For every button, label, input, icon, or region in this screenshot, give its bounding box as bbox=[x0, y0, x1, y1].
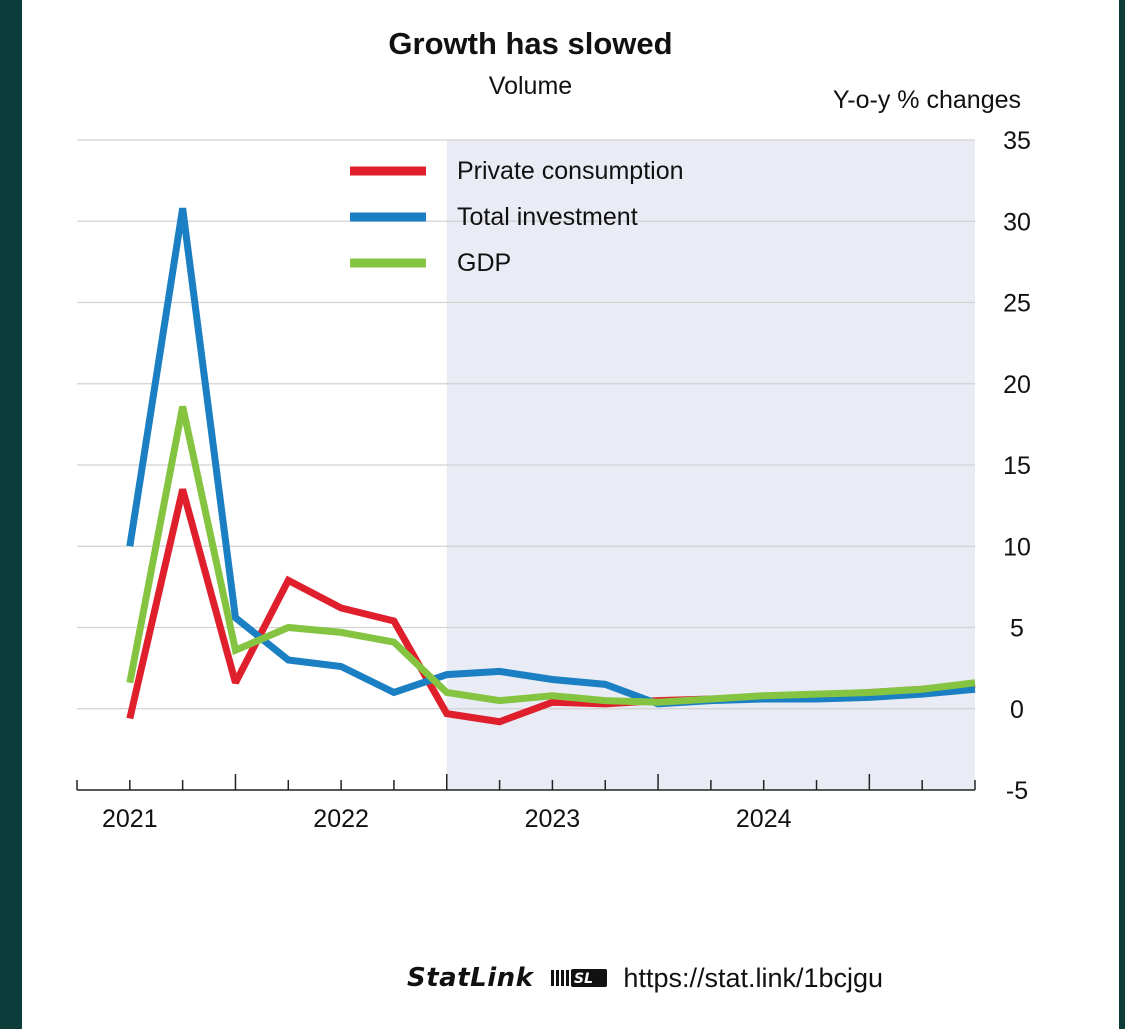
x-tick-label: 2023 bbox=[525, 805, 581, 833]
y-tick-label: 0 bbox=[1010, 696, 1024, 724]
line-chart: 35 30 25 20 15 10 5 0 -5 2021 2022 2023 2024 Private … bbox=[76, 127, 1031, 833]
y-tick-label: 10 bbox=[1003, 533, 1031, 561]
x-tick-label: 2022 bbox=[313, 805, 369, 833]
statlink-url[interactable]: https://stat.link/1bcjgu bbox=[623, 962, 884, 993]
y-tick-label: 35 bbox=[1003, 127, 1031, 155]
y-tick-label: 20 bbox=[1003, 371, 1031, 399]
statlink-logo-text: StatLink bbox=[407, 963, 534, 993]
y-tick-label: -5 bbox=[1006, 777, 1028, 805]
statlink-icon: SL bbox=[551, 969, 608, 987]
statlink-footer: StatLink SL https://stat.link/1bcjgu bbox=[407, 958, 883, 998]
y-tick-label: 30 bbox=[1003, 208, 1031, 236]
series-line-gdp bbox=[126, 405, 976, 706]
y-tick-label: 5 bbox=[1010, 615, 1024, 643]
chart-panel: Growth has slowed Volume Y-o-y % changes… bbox=[22, 0, 1119, 1029]
x-tick-label: 2021 bbox=[102, 805, 158, 833]
legend-label: GDP bbox=[457, 249, 511, 277]
series-line-total-investment bbox=[126, 207, 976, 708]
x-tick-label: 2024 bbox=[736, 805, 792, 833]
y-axis-label: Y-o-y % changes bbox=[832, 86, 1021, 114]
svg-text:SL: SL bbox=[574, 971, 593, 987]
chart-subtitle: Volume bbox=[488, 72, 573, 100]
y-tick-label: 25 bbox=[1003, 290, 1031, 318]
legend-label: Total investment bbox=[457, 203, 638, 231]
y-tick-label: 15 bbox=[1003, 452, 1031, 480]
chart-title: Growth has slowed bbox=[388, 26, 673, 61]
legend-label: Private consumption bbox=[457, 157, 684, 185]
